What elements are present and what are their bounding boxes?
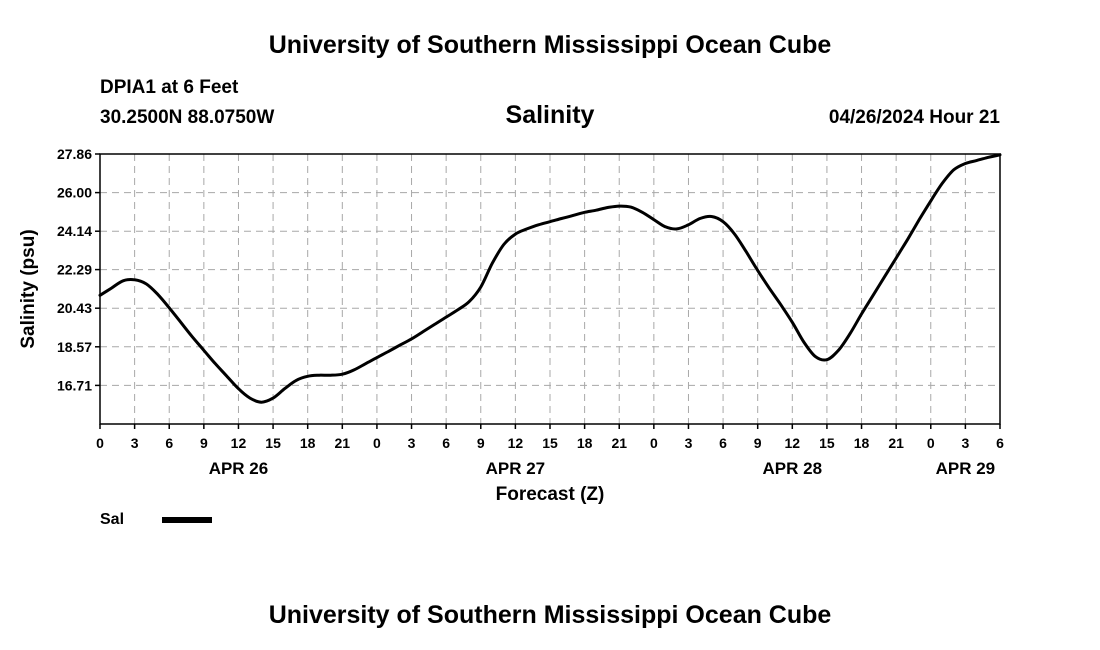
- x-tick-label: 15: [265, 435, 281, 451]
- x-axis-label: Forecast (Z): [496, 484, 605, 505]
- y-tick-label: 24.14: [57, 223, 92, 239]
- x-tick-label: 6: [996, 435, 1004, 451]
- x-date-label: APR 26: [209, 459, 269, 478]
- chart-title: Salinity: [505, 101, 595, 129]
- x-tick-label: 21: [611, 435, 627, 451]
- x-axis-date-labels: APR 26 APR 27 APR 28 APR 29: [209, 459, 995, 478]
- x-date-label: APR 29: [936, 459, 996, 478]
- x-tick-label: 9: [754, 435, 762, 451]
- x-tick-label: 3: [131, 435, 139, 451]
- y-tick-label: 18.57: [57, 339, 92, 355]
- x-tick-label: 12: [231, 435, 247, 451]
- footer-title: University of Southern Mississippi Ocean…: [268, 601, 832, 629]
- y-tick-label: 22.29: [57, 262, 92, 278]
- y-tick-label: 27.86: [57, 146, 92, 162]
- x-axis-ticks: 0 3 6 9 12 15 18 21 0 3 6 9 12 15 18 21 0 3 6 9 12 15 18 21 0 3 6: [96, 424, 1004, 451]
- y-axis-label: Salinity (psu): [18, 229, 39, 348]
- x-tick-label: 0: [96, 435, 104, 451]
- y-axis-ticks: 16.71 18.57 20.43 22.29 24.14 26.00 27.86: [57, 146, 100, 393]
- x-tick-label: 21: [888, 435, 904, 451]
- station-label: DPIA1 at 6 Feet: [100, 77, 239, 98]
- grid: [100, 154, 1000, 424]
- x-tick-label: 0: [650, 435, 658, 451]
- x-tick-label: 12: [785, 435, 801, 451]
- x-tick-label: 18: [854, 435, 870, 451]
- x-tick-label: 3: [961, 435, 969, 451]
- x-date-label: APR 27: [486, 459, 546, 478]
- x-tick-label: 0: [373, 435, 381, 451]
- salinity-series-line: [98, 153, 1002, 404]
- x-tick-label: 15: [819, 435, 835, 451]
- y-tick-label: 26.00: [57, 185, 92, 201]
- x-tick-label: 9: [477, 435, 485, 451]
- legend-label: Sal: [100, 511, 125, 528]
- x-tick-label: 6: [442, 435, 450, 451]
- x-tick-label: 3: [408, 435, 416, 451]
- page-title: University of Southern Mississippi Ocean…: [268, 31, 832, 59]
- x-tick-label: 15: [542, 435, 558, 451]
- datetime-label: 04/26/2024 Hour 21: [828, 107, 1000, 128]
- x-tick-label: 18: [300, 435, 316, 451]
- x-tick-label: 3: [685, 435, 693, 451]
- x-tick-label: 6: [719, 435, 727, 451]
- coordinates-label: 30.2500N 88.0750W: [100, 107, 275, 128]
- x-tick-label: 0: [927, 435, 935, 451]
- x-date-label: APR 28: [763, 459, 823, 478]
- x-tick-label: 18: [577, 435, 593, 451]
- x-tick-label: 9: [200, 435, 208, 451]
- legend-swatch: [162, 517, 212, 523]
- x-tick-label: 21: [335, 435, 351, 451]
- x-tick-label: 6: [165, 435, 173, 451]
- y-tick-label: 20.43: [57, 300, 92, 316]
- x-tick-label: 12: [508, 435, 524, 451]
- y-tick-label: 16.71: [57, 377, 92, 393]
